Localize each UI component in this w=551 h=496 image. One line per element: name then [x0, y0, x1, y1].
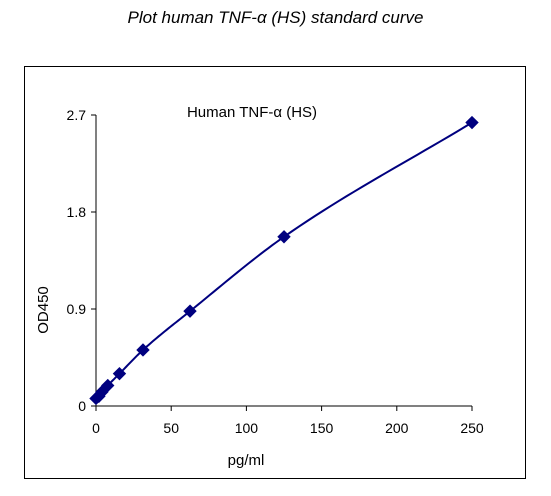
- y-tick-label: 2.7: [67, 107, 87, 123]
- chart-frame: 0 0.9 1.8 2.7 0 50 100 150 200 250 Human TNF-α (H…: [24, 66, 526, 479]
- chart-axes: 0 0.9 1.8 2.7 0 50 100 150 200 250: [67, 107, 484, 436]
- y-axis-label: OD450: [35, 286, 52, 334]
- x-tick-label: 100: [235, 420, 259, 436]
- y-tick-label: 0.9: [67, 301, 87, 317]
- data-points: [89, 115, 479, 406]
- data-point-marker: [465, 115, 479, 130]
- data-point-marker: [136, 343, 150, 357]
- x-tick-label: 250: [460, 420, 484, 436]
- data-point-marker: [183, 304, 197, 318]
- fitted-curve: [95, 121, 473, 400]
- standard-curve-chart: 0 0.9 1.8 2.7 0 50 100 150 200 250 Human TNF-α (H…: [35, 104, 484, 469]
- data-point-marker: [277, 230, 291, 244]
- page-title: Plot human TNF-α (HS) standard curve: [127, 8, 424, 27]
- x-tick-label: 200: [385, 420, 409, 436]
- y-tick-label: 0: [78, 398, 86, 414]
- chart-title: Human TNF-α (HS): [187, 104, 317, 121]
- data-point-marker: [112, 366, 127, 381]
- fitted-curve-line: [95, 121, 473, 400]
- data-point-marker: [101, 378, 115, 393]
- x-tick-label: 0: [92, 420, 100, 436]
- x-axis-label: pg/ml: [228, 452, 265, 469]
- x-tick-label: 150: [310, 420, 334, 436]
- x-tick-label: 50: [163, 420, 179, 436]
- y-tick-label: 1.8: [67, 204, 87, 220]
